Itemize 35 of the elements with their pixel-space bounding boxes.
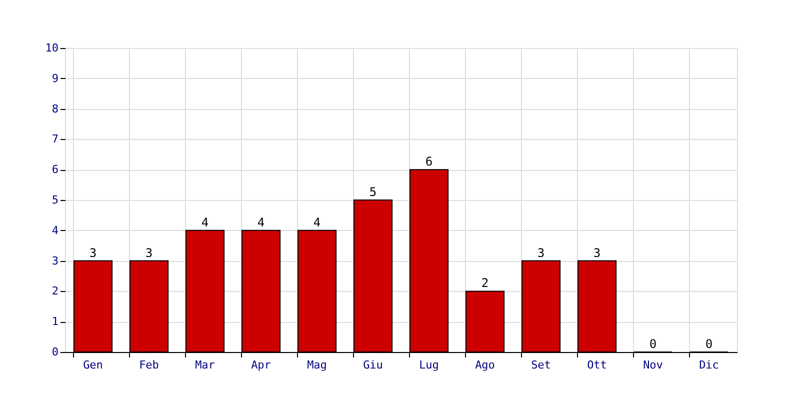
- data-label: 2: [481, 276, 489, 290]
- x-tick-label: Lug: [419, 358, 439, 372]
- data-label: 3: [537, 246, 545, 260]
- y-tick-label: 1: [52, 315, 58, 328]
- y-tick-label: 0: [52, 346, 58, 358]
- x-tick-label: Ott: [587, 358, 607, 372]
- x-tick-label: Giu: [363, 358, 383, 372]
- x-tick-label: Nov: [643, 358, 664, 372]
- x-tick-label: Ago: [475, 358, 495, 372]
- data-label: 3: [593, 246, 601, 260]
- data-label: 0: [705, 337, 713, 351]
- data-label: 3: [145, 246, 153, 260]
- y-tick-label: 7: [52, 132, 58, 146]
- data-label: 6: [425, 154, 433, 169]
- y-tick-label: 10: [45, 42, 58, 54]
- y-tick-label: 4: [52, 224, 59, 237]
- x-tick-label: Feb: [139, 358, 159, 372]
- y-tick-label: 6: [52, 163, 58, 176]
- y-tick-label: 5: [52, 194, 58, 206]
- y-tick-label: 2: [52, 284, 58, 298]
- data-label: 3: [89, 246, 97, 260]
- data-label: 0: [649, 337, 657, 351]
- x-tick-label: Apr: [251, 358, 272, 372]
- data-label: 4: [313, 215, 321, 230]
- x-tick-label: Mar: [195, 358, 216, 372]
- x-tick-label: Mag: [307, 358, 327, 372]
- data-label: 4: [201, 215, 209, 230]
- x-tick-label: Gen: [83, 358, 103, 372]
- data-label: 4: [257, 215, 265, 230]
- x-tick-label: Dic: [699, 358, 719, 372]
- y-tick-label: 9: [52, 72, 58, 85]
- x-tick-label: Set: [531, 358, 551, 372]
- data-label: 5: [369, 185, 377, 199]
- y-tick-label: 3: [52, 254, 58, 268]
- y-tick-label: 8: [52, 102, 58, 116]
